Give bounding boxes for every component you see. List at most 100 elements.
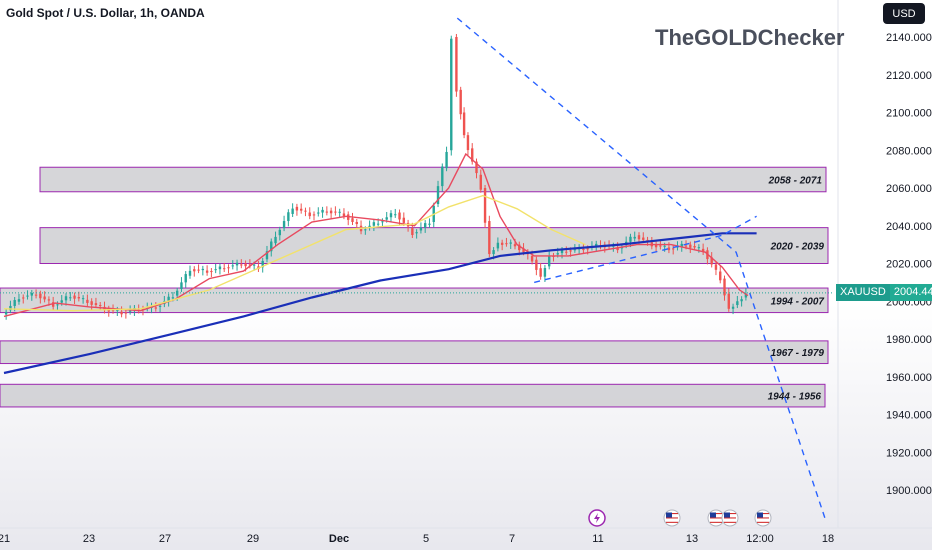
y-tick-label: 1960.000: [886, 372, 932, 384]
candle-body: [73, 295, 76, 299]
candle-body: [740, 299, 743, 302]
candle-body: [727, 293, 730, 309]
candle-body: [248, 264, 252, 266]
x-tick-label: 27: [159, 533, 171, 545]
candle-body: [334, 211, 337, 213]
candle-body: [475, 161, 478, 174]
candle-body: [659, 245, 662, 247]
candle-body: [693, 246, 696, 248]
candle-body: [51, 302, 55, 307]
y-tick-label: 1900.000: [886, 485, 932, 497]
last-price-tag: XAUUSD 2004.440: [836, 284, 932, 301]
ma-slow-line[interactable]: [3, 232, 757, 375]
candle-body: [479, 174, 482, 190]
rising-channel-line[interactable]: [534, 215, 757, 284]
candle-body: [94, 303, 98, 306]
candle-body: [154, 307, 157, 309]
candle-body: [466, 135, 470, 151]
candle-body: [235, 262, 239, 266]
candle-body: [295, 206, 299, 211]
candle-body: [450, 38, 453, 151]
candle-body: [543, 268, 547, 277]
watermark: TheGOLDChecker: [655, 25, 845, 50]
candle-body: [171, 297, 175, 299]
x-tick-label: 11: [592, 533, 603, 545]
y-tick-label: 2020.000: [886, 259, 932, 271]
x-tick-label: 29: [247, 533, 259, 545]
candle-body: [560, 250, 564, 254]
candle-body: [287, 212, 290, 222]
candle-body: [214, 269, 217, 271]
currency-button[interactable]: USD: [883, 3, 925, 24]
candle-body: [329, 210, 333, 214]
lightning-icon[interactable]: [588, 509, 606, 527]
candle-body: [445, 151, 448, 169]
candle-body: [719, 271, 722, 281]
candle-body: [462, 112, 466, 136]
us-flag-icon[interactable]: [754, 509, 772, 527]
zone-label: 2020 - 2039: [770, 242, 825, 253]
candle-body: [488, 221, 491, 255]
candle-body: [128, 310, 132, 312]
price-zone[interactable]: [39, 227, 829, 264]
candle-body: [496, 242, 500, 249]
candle-body: [411, 228, 414, 235]
candle-body: [535, 259, 538, 270]
candle-body: [744, 293, 748, 298]
candle-body: [218, 266, 222, 270]
candle-body: [530, 255, 534, 262]
candle-body: [654, 244, 658, 248]
candle-body: [680, 243, 683, 247]
candle-body: [385, 217, 388, 220]
candle-body: [26, 295, 29, 297]
y-tick-label: 1920.000: [886, 447, 932, 459]
candle-body: [684, 245, 688, 247]
zone-label: 1967 - 1979: [771, 348, 825, 359]
symbol-label: XAUUSD: [836, 284, 890, 301]
zone-label: 2058 - 2071: [768, 176, 823, 187]
candle-body: [274, 236, 277, 244]
y-tick-label: 2140.000: [886, 32, 932, 44]
candle-body: [459, 89, 462, 115]
us-flag-icon[interactable]: [721, 509, 739, 527]
candle-body: [394, 214, 397, 216]
candle-body: [556, 253, 559, 255]
us-flag-icon[interactable]: [707, 509, 725, 527]
ma-fast-line[interactable]: [3, 152, 749, 318]
candle-body: [282, 221, 286, 229]
price-zone[interactable]: [0, 383, 826, 408]
candle-body: [500, 242, 504, 245]
candle-body: [99, 305, 102, 307]
candle-body: [184, 274, 187, 283]
price-zone[interactable]: [0, 340, 829, 365]
candle-body: [389, 213, 393, 218]
candle-body: [312, 214, 316, 216]
candle-body: [317, 212, 320, 214]
candle-body: [364, 229, 367, 231]
candle-body: [227, 267, 230, 269]
us-flag-icon[interactable]: [663, 509, 681, 527]
candle-body: [573, 249, 577, 251]
y-tick-label: 2080.000: [886, 145, 932, 157]
candle-body: [483, 188, 487, 223]
candle-body: [672, 248, 675, 250]
candle-body: [492, 250, 495, 255]
candle-body: [193, 269, 196, 272]
candle-body: [633, 236, 636, 239]
candle-body: [642, 237, 645, 240]
y-tick-label: 2060.000: [886, 183, 932, 195]
candle-body: [201, 268, 205, 271]
candle-body: [368, 225, 371, 228]
candle-body: [223, 268, 226, 270]
downtrend-line[interactable]: [456, 17, 826, 519]
candle-body: [197, 269, 200, 271]
ma-medium-line[interactable]: [3, 194, 586, 312]
candle-body: [436, 186, 440, 205]
candle-body: [415, 232, 418, 234]
price-zone[interactable]: [39, 166, 827, 193]
candle-body: [291, 208, 294, 214]
candle-body: [646, 239, 649, 241]
candle-body: [124, 312, 128, 314]
